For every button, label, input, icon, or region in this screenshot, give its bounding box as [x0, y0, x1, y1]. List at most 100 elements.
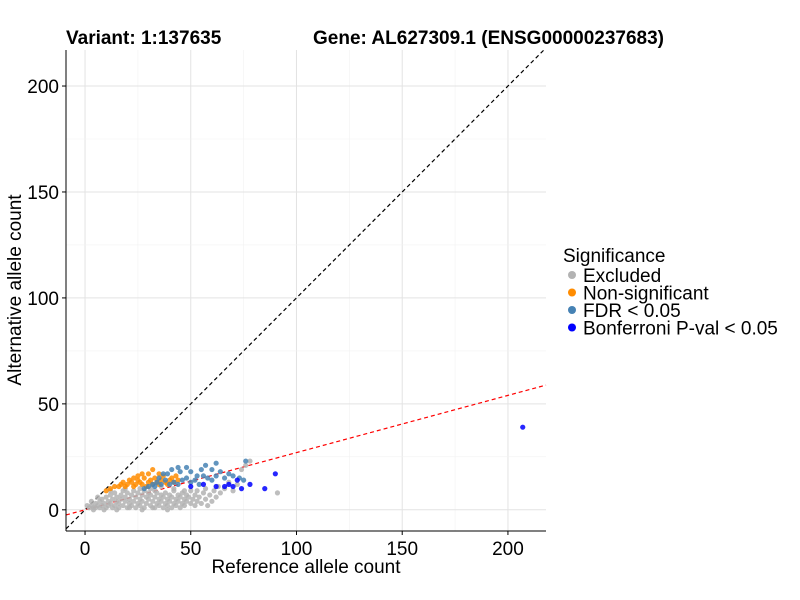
point-excluded [156, 502, 162, 509]
point-fdr-0-05 [141, 486, 147, 492]
point-non-significant [107, 486, 114, 492]
point-fdr-0-05 [226, 471, 232, 477]
point-excluded [124, 490, 130, 496]
legend-label: Excluded [583, 266, 661, 287]
point-fdr-0-05 [200, 473, 207, 479]
point-excluded [139, 492, 145, 498]
point-non-significant [152, 475, 158, 481]
point-fdr-0-05 [217, 469, 223, 475]
point-non-significant [147, 477, 154, 483]
point-fdr-0-05 [213, 473, 219, 479]
point-excluded [243, 462, 249, 468]
point-excluded [177, 505, 183, 511]
point-bonferroni-p-val-0-05 [230, 483, 236, 490]
point-excluded [137, 486, 143, 492]
point-excluded [213, 494, 219, 500]
point-bonferroni-p-val-0-05 [238, 486, 245, 492]
point-fdr-0-05 [158, 481, 164, 487]
point-excluded [99, 496, 105, 502]
point-excluded [200, 490, 207, 496]
point-excluded [194, 488, 200, 494]
point-fdr-0-05 [162, 477, 168, 483]
point-fdr-0-05 [230, 473, 236, 479]
point-excluded [230, 488, 236, 494]
grid-lines [66, 50, 546, 531]
point-fdr-0-05 [202, 462, 209, 468]
point-excluded [101, 500, 107, 507]
point-non-significant [173, 473, 179, 479]
point-excluded [209, 498, 215, 504]
legend-label: Non-significant [583, 284, 709, 305]
point-excluded [238, 466, 245, 473]
point-excluded [234, 481, 240, 487]
point-excluded [145, 496, 152, 502]
point-excluded [107, 492, 114, 498]
point-fdr-0-05 [243, 458, 249, 464]
point-excluded [137, 502, 143, 509]
point-excluded [112, 502, 118, 509]
point-excluded [103, 494, 109, 500]
point-excluded [192, 492, 198, 498]
point-excluded [173, 502, 179, 509]
identity-line [65, 49, 545, 530]
point-non-significant [141, 475, 147, 481]
point-excluded [131, 498, 137, 504]
point-excluded [84, 502, 90, 509]
reference-lines [65, 49, 547, 530]
point-fdr-0-05 [183, 475, 190, 481]
point-fdr-0-05 [196, 481, 202, 487]
point-excluded [160, 505, 166, 511]
point-excluded [207, 492, 213, 498]
point-fdr-0-05 [205, 475, 211, 481]
point-fdr-0-05 [167, 481, 173, 487]
point-fdr-0-05 [209, 477, 215, 483]
point-fdr-0-05 [175, 464, 181, 471]
legend-title: Significance [563, 246, 665, 267]
point-excluded [128, 492, 135, 498]
point-excluded [202, 486, 209, 492]
point-excluded [122, 498, 128, 504]
point-bonferroni-p-val-0-05 [213, 483, 219, 490]
point-non-significant [131, 475, 137, 481]
point-non-significant [120, 479, 126, 485]
point-excluded [205, 502, 211, 509]
point-excluded [152, 505, 158, 511]
point-excluded [177, 494, 183, 500]
point-excluded [160, 494, 166, 500]
legend: Significance ExcludedNon-significantFDR … [563, 246, 778, 340]
point-excluded [133, 505, 139, 511]
point-excluded [164, 502, 171, 509]
data-points [84, 424, 526, 513]
point-fdr-0-05 [160, 471, 166, 477]
point-excluded [126, 505, 133, 511]
point-excluded [274, 490, 281, 496]
point-non-significant [175, 477, 181, 483]
x-tick-label: 200 [492, 539, 524, 560]
point-bonferroni-p-val-0-05 [200, 481, 207, 487]
point-bonferroni-p-val-0-05 [221, 483, 228, 490]
point-excluded [194, 498, 200, 504]
legend-key [568, 288, 576, 297]
point-excluded [211, 488, 217, 494]
point-fdr-0-05 [169, 466, 175, 473]
point-bonferroni-p-val-0-05 [520, 424, 526, 430]
point-excluded [114, 494, 120, 500]
point-fdr-0-05 [192, 477, 198, 483]
point-excluded [158, 498, 164, 504]
point-non-significant [156, 471, 162, 477]
point-excluded [169, 505, 175, 511]
legend-label: Bonferroni P-val < 0.05 [583, 319, 778, 340]
legend-key [568, 271, 576, 279]
expected-ratio-line [65, 384, 547, 516]
point-excluded [190, 496, 196, 502]
point-excluded [150, 498, 156, 504]
point-fdr-0-05 [154, 479, 160, 485]
point-excluded [139, 498, 145, 504]
point-excluded [109, 496, 116, 502]
point-non-significant [139, 481, 145, 487]
point-fdr-0-05 [198, 466, 204, 473]
point-bonferroni-p-val-0-05 [247, 481, 253, 487]
point-excluded [152, 494, 158, 500]
legend-key [568, 306, 576, 314]
